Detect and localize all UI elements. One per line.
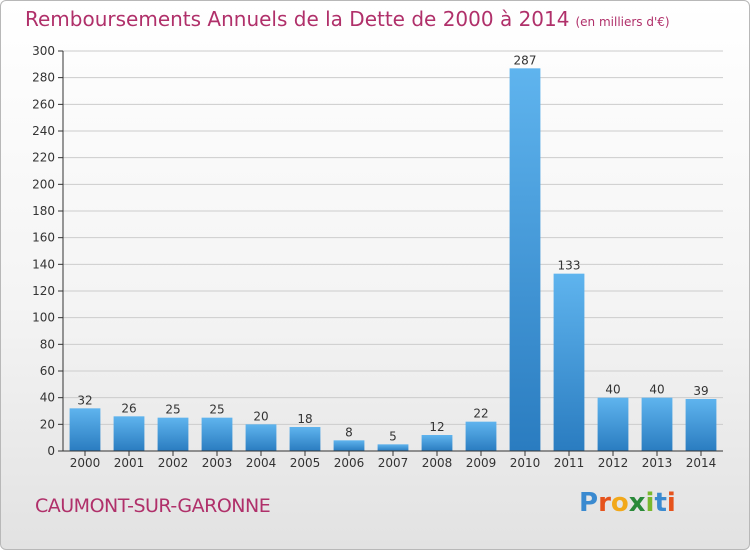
bar-value-label: 22 bbox=[473, 407, 488, 421]
bar-value-label: 12 bbox=[429, 420, 444, 434]
bar bbox=[685, 399, 717, 451]
x-tick-label: 2008 bbox=[422, 456, 453, 470]
bar-value-label: 40 bbox=[649, 383, 664, 397]
bar-value-label: 25 bbox=[165, 403, 180, 417]
bar-value-label: 133 bbox=[558, 259, 581, 273]
logo-letter: i bbox=[666, 488, 676, 518]
axes bbox=[62, 51, 723, 452]
y-tick-label: 160 bbox=[32, 231, 55, 245]
y-tick-label: 40 bbox=[40, 391, 55, 405]
logo-letter: r bbox=[598, 488, 611, 518]
bar-value-label: 26 bbox=[121, 401, 136, 415]
bar-value-label: 32 bbox=[77, 393, 92, 407]
x-tick-label: 2006 bbox=[334, 456, 365, 470]
chart-title: Remboursements Annuels de la Dette de 20… bbox=[25, 7, 670, 31]
y-tick-label: 280 bbox=[32, 71, 55, 85]
y-tick-label: 200 bbox=[32, 177, 55, 191]
bars bbox=[69, 68, 717, 451]
y-tick-label: 120 bbox=[32, 284, 55, 298]
x-tick-label: 2010 bbox=[510, 456, 541, 470]
x-tick-label: 2007 bbox=[378, 456, 409, 470]
x-tick-label: 2012 bbox=[598, 456, 629, 470]
bar bbox=[113, 416, 145, 451]
y-tick-label: 60 bbox=[40, 364, 55, 378]
y-tick-label: 80 bbox=[40, 337, 55, 351]
y-tick-label: 20 bbox=[40, 417, 55, 431]
y-tick-label: 220 bbox=[32, 151, 55, 165]
bar bbox=[421, 435, 453, 451]
bar-chart: 0204060801001201401601802002202402602803… bbox=[32, 44, 723, 470]
bar bbox=[465, 421, 497, 451]
commune-name: CAUMONT-SUR-GARONNE bbox=[35, 495, 271, 517]
x-tick-label: 2014 bbox=[686, 456, 717, 470]
logo-letter: P bbox=[579, 488, 599, 518]
y-tick-label: 0 bbox=[47, 444, 55, 458]
y-tick-label: 100 bbox=[32, 311, 55, 325]
grid-lines bbox=[63, 50, 723, 425]
y-axis-ticks: 0 20 40 60 80 100 120 140 160 180 200 220 240 260 280 3… bbox=[32, 44, 63, 458]
y-tick-label: 180 bbox=[32, 204, 55, 218]
bar bbox=[377, 444, 409, 451]
x-tick-label: 2005 bbox=[290, 456, 321, 470]
bar bbox=[553, 273, 585, 451]
x-tick-label: 2009 bbox=[466, 456, 497, 470]
bar-value-label: 18 bbox=[297, 412, 312, 426]
bar bbox=[597, 397, 629, 451]
x-tick-label: 2013 bbox=[642, 456, 673, 470]
bar bbox=[333, 440, 365, 451]
bar bbox=[641, 397, 673, 451]
bar-value-label: 39 bbox=[693, 384, 708, 398]
bar bbox=[509, 68, 541, 451]
bar-value-label: 20 bbox=[253, 409, 268, 423]
x-tick-label: 2011 bbox=[554, 456, 585, 470]
x-tick-label: 2003 bbox=[202, 456, 233, 470]
y-tick-label: 300 bbox=[32, 44, 55, 58]
chart-subtitle: (en milliers d'€) bbox=[575, 15, 670, 29]
y-tick-label: 240 bbox=[32, 124, 55, 138]
logo-letter: i bbox=[645, 488, 655, 518]
logo-letter: t bbox=[654, 488, 667, 518]
bar-value-label: 25 bbox=[209, 403, 224, 417]
y-tick-label: 260 bbox=[32, 97, 55, 111]
bar-value-label: 5 bbox=[389, 429, 397, 443]
x-tick-label: 2000 bbox=[70, 456, 101, 470]
bar bbox=[245, 424, 277, 451]
bar bbox=[201, 417, 233, 451]
bar bbox=[157, 417, 189, 451]
x-tick-label: 2001 bbox=[114, 456, 145, 470]
x-tick-label: 2004 bbox=[246, 456, 277, 470]
logo-letter: x bbox=[628, 488, 646, 518]
bar-value-label: 40 bbox=[605, 383, 620, 397]
proxiti-logo: Proxiti bbox=[579, 488, 676, 518]
bar bbox=[69, 408, 101, 451]
y-tick-label: 140 bbox=[32, 257, 55, 271]
bar-value-label: 8 bbox=[345, 425, 353, 439]
x-axis-ticks: 2000 2001 2002 2003 2004 2005 2006 2007 2008 2009… bbox=[70, 451, 717, 470]
bar bbox=[289, 427, 321, 451]
bar-value-label: 287 bbox=[514, 53, 537, 67]
x-tick-label: 2002 bbox=[158, 456, 189, 470]
logo-letter: o bbox=[610, 488, 629, 518]
chart-title-text: Remboursements Annuels de la Dette de 20… bbox=[25, 7, 570, 31]
data-labels: 32 26 25 25 20 18 8 5 12 22 287 133 40 40 39 bbox=[77, 53, 708, 443]
